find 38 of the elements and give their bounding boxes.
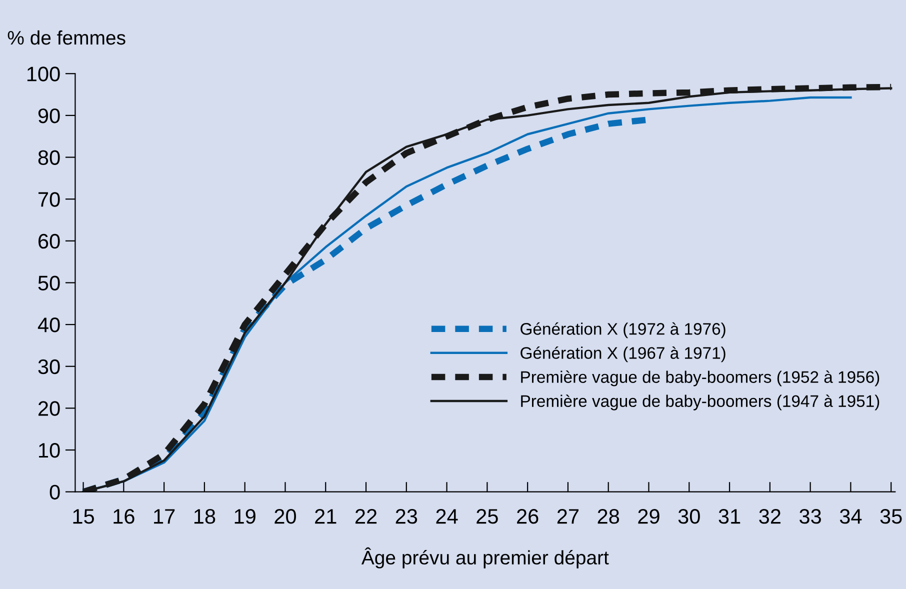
x-tick-label: 20 — [274, 509, 296, 524]
y-tick-label: 20 — [38, 401, 60, 416]
x-axis-title: Âge prévu au premier départ — [361, 547, 609, 568]
y-axis-title: % de femmes — [8, 30, 126, 45]
x-tick-label: 28 — [598, 509, 620, 524]
y-tick-label: 10 — [39, 442, 60, 458]
x-tick-label: 15 — [73, 509, 94, 524]
x-tick-label: 25 — [476, 509, 498, 524]
x-tick-label: 35 — [880, 509, 902, 524]
x-tick-label: 30 — [678, 509, 700, 524]
x-tick-label: 34 — [840, 509, 862, 524]
x-tick-label: 23 — [396, 509, 418, 524]
x-tick-label: 33 — [800, 509, 821, 524]
x-tick-label: 18 — [194, 509, 216, 524]
legend-label: Première vague de baby-boomers (1947 à 1951) — [521, 394, 880, 410]
legend-label: Génération X (1972 à 1976) — [520, 322, 726, 338]
x-tick-label: 31 — [718, 509, 740, 524]
x-tick-label: 17 — [154, 509, 175, 524]
x-tick-label: 32 — [759, 509, 780, 524]
y-tick-label: 0 — [50, 484, 60, 500]
y-tick-label: 60 — [38, 234, 60, 249]
x-tick-label: 22 — [355, 509, 377, 524]
x-tick-label: 19 — [234, 509, 256, 524]
legend-label: Génération X (1967 à 1971) — [520, 346, 726, 362]
legend-label: Première vague de baby-boomers (1952 à 1956) — [521, 370, 880, 386]
y-tick-label: 70 — [38, 192, 60, 207]
y-tick-label: 90 — [38, 108, 60, 124]
y-tick-label: 30 — [38, 359, 60, 374]
x-tick-label: 29 — [638, 509, 660, 524]
y-tick-label: 40 — [38, 318, 60, 332]
x-tick-label: 16 — [114, 509, 134, 524]
y-tick-label: 80 — [38, 150, 60, 166]
x-tick-label: 21 — [315, 509, 336, 524]
x-tick-label: 26 — [517, 509, 538, 524]
y-tick-label: 50 — [38, 276, 60, 290]
x-tick-label: 24 — [436, 509, 458, 524]
y-tick-label: 100 — [27, 66, 60, 82]
x-tick-label: 27 — [557, 509, 579, 524]
